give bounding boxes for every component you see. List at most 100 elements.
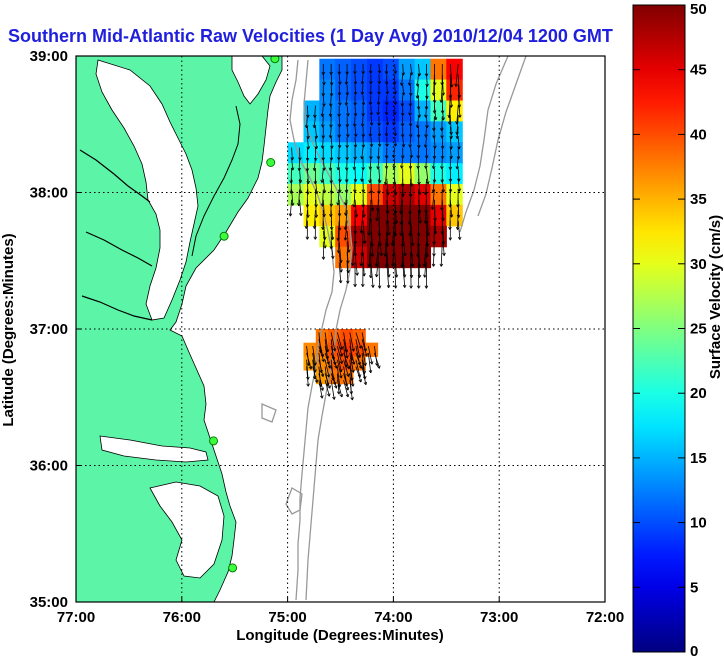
velocity-vector [314, 210, 316, 229]
velocity-vector-head [339, 346, 344, 350]
velocity-cell [382, 142, 400, 164]
x-axis-label: Longitude (Degrees:Minutes) [236, 627, 444, 644]
velocity-vector [393, 116, 396, 126]
velocity-vector [330, 74, 333, 86]
velocity-vector-head [346, 365, 350, 370]
velocity-vector [353, 189, 356, 208]
velocity-vector [355, 366, 362, 383]
velocity-cell [398, 58, 416, 81]
velocity-vector [370, 230, 374, 257]
velocity-vector [322, 189, 324, 207]
velocity-vector-head [322, 103, 326, 107]
velocity-vector-head [299, 212, 303, 217]
velocity-vector [338, 241, 342, 263]
velocity-vector [361, 352, 365, 374]
velocity-vector [318, 359, 324, 377]
velocity-vector-head [401, 92, 406, 96]
velocity-vector-head [439, 263, 444, 267]
velocity-vector [402, 251, 406, 278]
velocity-vector-head [322, 82, 326, 86]
velocity-vector-head [385, 91, 390, 95]
velocity-vector-head [320, 113, 325, 117]
velocity-vector-head [321, 71, 326, 75]
velocity-vector [418, 199, 421, 224]
colorbar-tick-label: 10 [690, 515, 707, 532]
velocity-cell [398, 121, 416, 143]
velocity-vector-head [379, 252, 384, 257]
velocity-vector-head [415, 124, 420, 129]
velocity-vector-head [332, 348, 337, 352]
velocity-vector-head [336, 391, 341, 395]
velocity-vector-head [400, 134, 405, 138]
albemarle-sound [99, 435, 209, 463]
velocity-vector-head [408, 144, 412, 148]
velocity-vector-head [416, 165, 420, 169]
velocity-vector [386, 220, 388, 247]
velocity-vector [433, 126, 435, 139]
velocity-vector [394, 63, 396, 74]
velocity-vector [448, 95, 451, 118]
velocity-vector [425, 157, 427, 169]
colorbar-scale [632, 4, 686, 653]
velocity-vector-head [345, 387, 350, 391]
velocity-vector [312, 346, 316, 366]
velocity-vector-head [345, 145, 349, 148]
velocity-vector-head [359, 263, 364, 267]
velocity-vector [306, 116, 308, 128]
velocity-vector [370, 136, 372, 147]
velocity-vector-head [360, 156, 364, 160]
velocity-vector-head [345, 124, 350, 128]
velocity-vector [409, 210, 411, 237]
velocity-vector-head [390, 242, 395, 246]
x-tick-label: 76:00 [163, 609, 201, 626]
velocity-vector-head [416, 134, 421, 138]
velocity-vector [426, 230, 428, 257]
velocity-vector-head [327, 393, 331, 397]
velocity-cell [351, 184, 368, 206]
velocity-vector-head [364, 353, 368, 357]
velocity-vector [307, 105, 309, 118]
colorbar-tick-label: 25 [690, 321, 707, 338]
velocity-vector-head [368, 133, 373, 137]
velocity-vector [400, 189, 404, 214]
velocity-vector [354, 74, 356, 85]
velocity-vector-head [363, 362, 367, 366]
velocity-vector-head [400, 155, 405, 159]
colorbar: 0 5 10 15 20 25 30 35 40 45 50 [632, 1, 707, 659]
velocity-vector [337, 220, 340, 241]
velocity-vector-head [376, 102, 381, 106]
velocity-vector-head [353, 113, 358, 117]
velocity-vector-head [377, 143, 382, 147]
velocity-vector [400, 199, 404, 225]
velocity-vector [449, 105, 451, 125]
velocity-vector-head [392, 165, 396, 169]
velocity-vector [417, 230, 419, 257]
velocity-vector [370, 116, 373, 126]
velocity-vector-head [385, 143, 389, 147]
velocity-vector [330, 373, 337, 389]
velocity-vector-head [344, 81, 349, 85]
velocity-vector-head [384, 71, 389, 75]
velocity-vector [343, 339, 348, 359]
x-axis-ticks: 77:00 76:00 75:00 74:00 73:00 72:00 [57, 597, 624, 626]
velocity-cell [335, 163, 352, 185]
velocity-vector [346, 251, 349, 273]
velocity-vector-head [353, 71, 357, 75]
velocity-vector-head [410, 263, 415, 267]
velocity-vector [330, 380, 335, 400]
velocity-vector-head [392, 81, 397, 85]
velocity-vector [324, 366, 329, 386]
velocity-vector [354, 105, 357, 117]
velocity-vector-head [320, 387, 324, 391]
velocity-vector [370, 95, 372, 105]
radar-station-marker [219, 231, 229, 241]
velocity-vector [354, 168, 356, 182]
velocity-vector [345, 95, 348, 106]
velocity-vector-head [385, 102, 389, 106]
velocity-cell [446, 204, 463, 227]
velocity-vector [440, 241, 443, 267]
x-tick-label: 75:00 [268, 609, 306, 626]
velocity-vector [441, 230, 445, 256]
velocity-vector-head [424, 285, 429, 289]
velocity-vector [449, 126, 452, 139]
